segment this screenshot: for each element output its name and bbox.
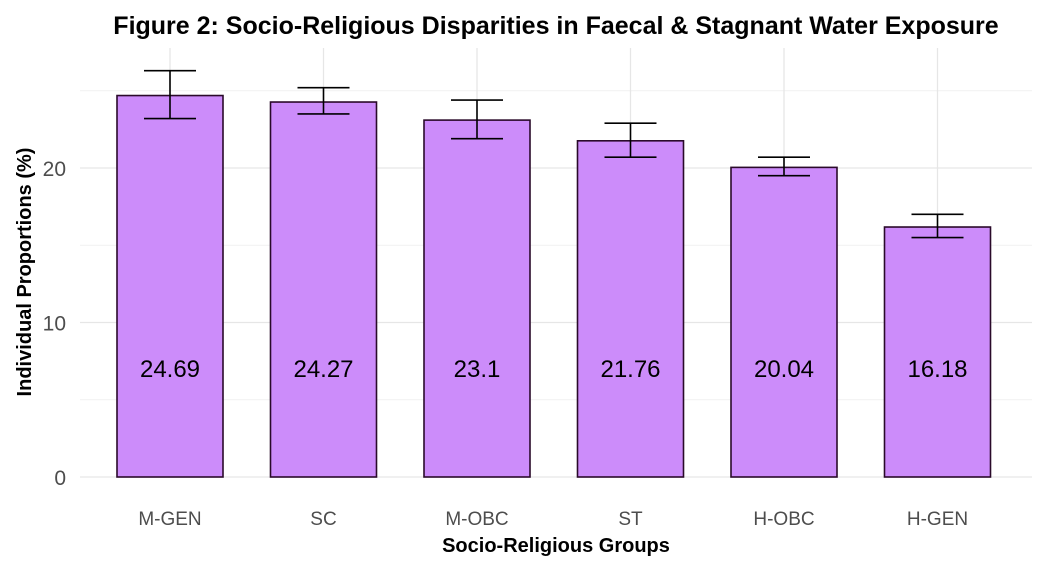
y-tick-label: 0 [54,467,66,490]
x-tick-label: M-GEN [138,509,201,530]
y-axis-ticks: 0 10 20 [43,158,66,490]
bar-m-gen [116,94,224,478]
error-bar [451,99,503,140]
data-label: 24.27 [293,356,353,383]
x-axis-title: Socio-Religious Groups [442,535,670,557]
x-tick-label: H-OBC [753,509,814,530]
y-tick-label: 10 [43,313,66,336]
data-label: 20.04 [754,356,814,383]
x-tick-label: H-GEN [907,509,968,530]
data-labels: 24.69 24.27 23.1 21.76 20.04 16.18 [140,356,968,383]
bar-h-obc [730,166,838,478]
error-bar [758,156,810,177]
data-label: 21.76 [600,356,660,383]
data-label: 16.18 [907,356,967,383]
bars [116,94,992,478]
error-bar [604,122,657,158]
bar-m-obc [423,119,531,478]
bar-sc [269,101,378,478]
bar-h-gen [883,226,992,478]
y-tick-label: 20 [43,158,66,181]
error-bar [144,69,196,120]
error-bars [144,69,964,239]
y-axis-title: Individual Proportions (%) [14,148,36,397]
error-bar [911,213,964,239]
gridlines [80,48,1032,478]
data-label: 23.1 [454,356,501,383]
bar-st [576,140,685,478]
x-axis-ticks: M-GEN SC M-OBC ST H-OBC H-GEN [138,509,968,530]
x-tick-label: ST [618,509,643,530]
x-tick-label: M-OBC [445,509,508,530]
data-label: 24.69 [140,356,200,383]
chart-title: Figure 2: Socio-Religious Disparities in… [113,12,998,40]
error-bar [297,86,350,115]
x-tick-label: SC [310,509,336,530]
